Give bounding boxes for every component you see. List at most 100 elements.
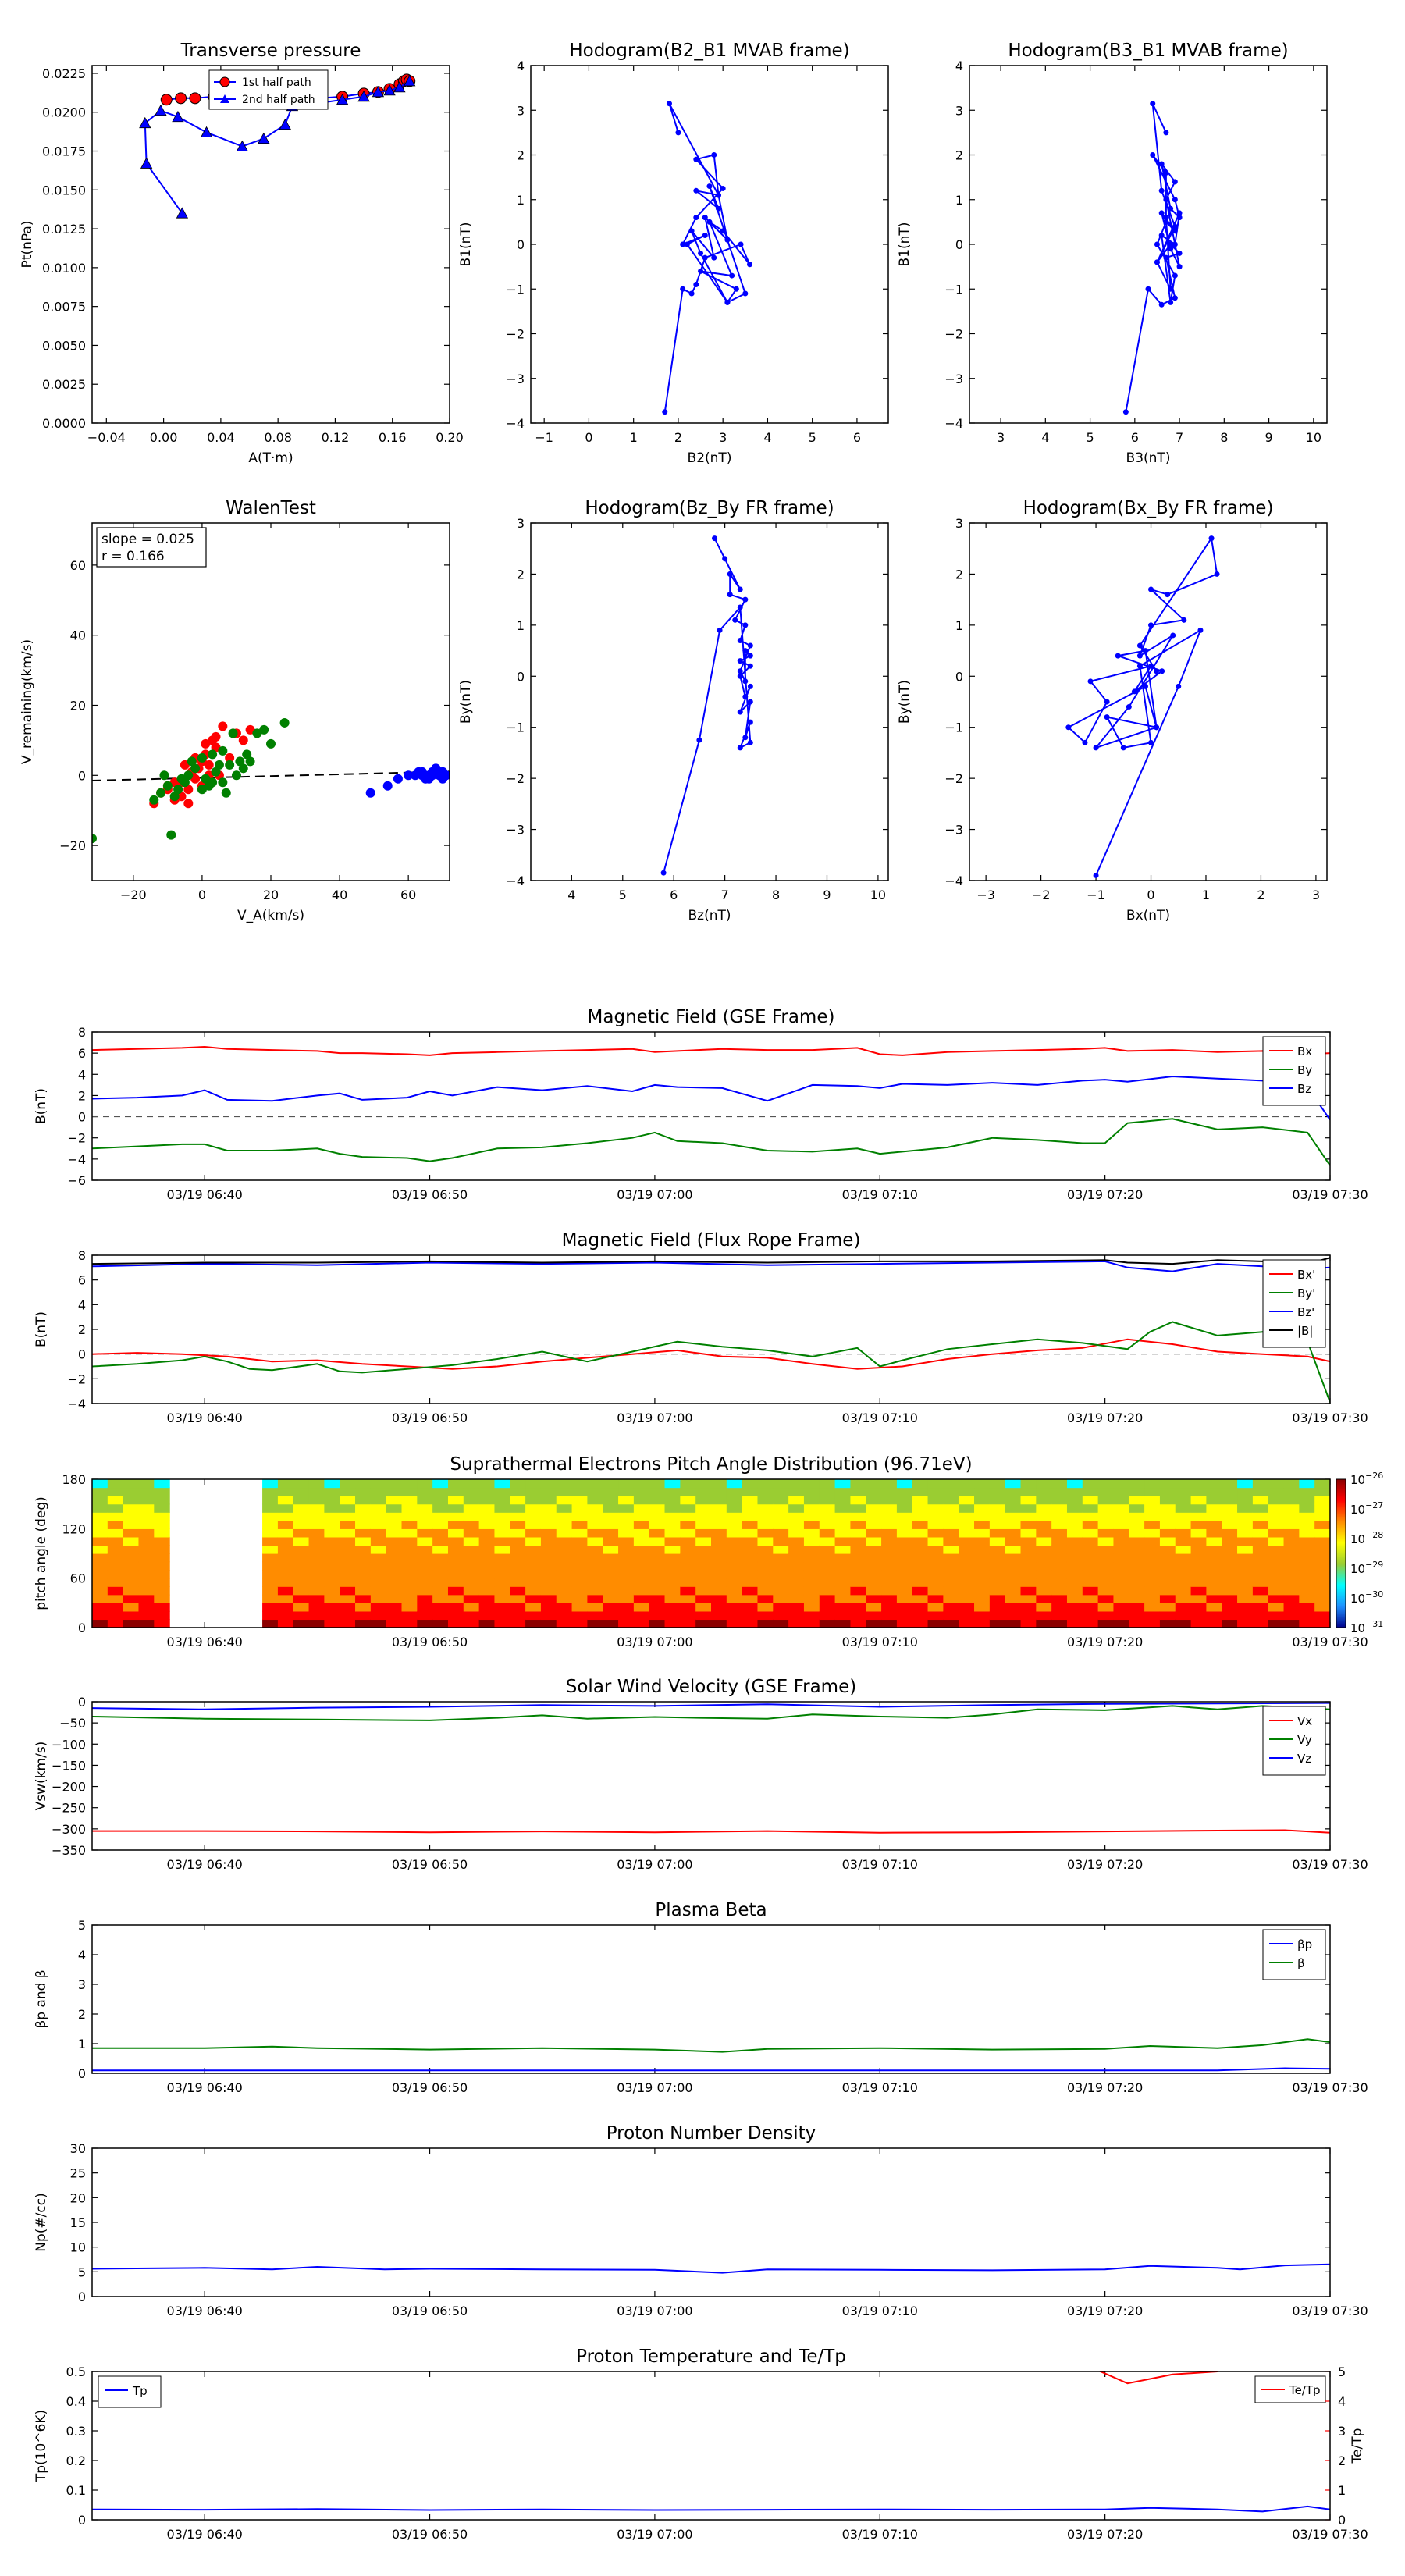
heatmap-cell — [417, 1479, 433, 1489]
heatmap-cell — [927, 1561, 944, 1571]
data-point — [1168, 205, 1174, 212]
data-point — [139, 116, 151, 129]
y-tick-label: 5 — [78, 2265, 86, 2279]
heatmap-cell — [324, 1561, 340, 1571]
heatmap-cell — [417, 1594, 433, 1603]
heatmap-cell — [1005, 1487, 1022, 1496]
data-point — [189, 92, 201, 105]
heatmap-cell — [340, 1528, 356, 1538]
data-point — [1168, 246, 1174, 252]
heatmap-cell — [308, 1545, 325, 1554]
heatmap-cell — [1020, 1561, 1037, 1571]
heatmap-cell — [1190, 1536, 1207, 1546]
heatmap-cell — [881, 1520, 898, 1529]
heatmap-cell — [603, 1619, 619, 1628]
heatmap-cell — [417, 1578, 433, 1587]
x-tick-label: 10 — [1306, 430, 1321, 445]
x-axis-label: B3(nT) — [1126, 450, 1171, 466]
heatmap-cell — [324, 1536, 340, 1546]
heatmap-cell — [711, 1561, 727, 1571]
y-tick-label: 6 — [78, 1046, 86, 1061]
heatmap-cell — [850, 1561, 866, 1571]
legend-label: Bz' — [1297, 1305, 1314, 1319]
heatmap-cell — [1283, 1603, 1300, 1612]
y-tick-label: −3 — [944, 372, 963, 386]
heatmap-cell — [293, 1619, 310, 1628]
heatmap-cell — [1066, 1503, 1083, 1513]
heatmap-cell — [726, 1479, 743, 1489]
series-line — [92, 1338, 1330, 1370]
heatmap-cell — [510, 1603, 526, 1612]
data-point — [1163, 254, 1169, 261]
heatmap-cell — [711, 1487, 727, 1496]
data-point — [1176, 250, 1183, 256]
y-tick-label: 0 — [517, 669, 525, 684]
heatmap-cell — [154, 1536, 170, 1546]
heatmap-cell — [1129, 1536, 1145, 1546]
data-point — [236, 140, 249, 151]
heatmap-cell — [107, 1561, 124, 1571]
heatmap-cell — [478, 1586, 496, 1596]
heatmap-cell — [1036, 1503, 1052, 1513]
heatmap-cell — [1020, 1503, 1037, 1513]
heatmap-cell — [1005, 1561, 1022, 1571]
data-point — [1136, 653, 1143, 659]
heatmap-cell — [1206, 1536, 1222, 1546]
data-point — [231, 770, 241, 781]
heatmap-cell — [447, 1578, 464, 1587]
heatmap-cell — [447, 1503, 464, 1513]
heatmap-cell — [324, 1545, 340, 1554]
heatmap-cell — [680, 1496, 696, 1505]
fit-line — [92, 770, 450, 782]
y-tick-label: −350 — [52, 1843, 86, 1858]
heatmap-cell — [510, 1619, 526, 1628]
heatmap-cell — [927, 1520, 944, 1529]
heatmap-cell — [959, 1545, 975, 1554]
legend-label: Vx — [1297, 1714, 1312, 1728]
heatmap-cell — [92, 1520, 108, 1529]
heatmap-cell — [417, 1536, 433, 1546]
heatmap-cell — [819, 1578, 836, 1587]
heatmap-cell — [556, 1503, 573, 1513]
heatmap-cell — [1314, 1603, 1330, 1612]
chart-mag_gse: Magnetic Field (GSE Frame)03/19 06:40 03/… — [34, 1007, 1368, 1202]
heatmap-cell — [494, 1536, 510, 1546]
heatmap-cell — [1299, 1479, 1315, 1489]
heatmap-cell — [293, 1487, 310, 1496]
heatmap-cell — [803, 1528, 820, 1538]
heatmap-cell — [788, 1570, 805, 1579]
x-tick-label: 03/19 07:30 — [1292, 1411, 1368, 1425]
heatmap-cell — [123, 1570, 140, 1579]
heatmap-cell — [432, 1487, 449, 1496]
y-tick-label: −6 — [67, 1173, 86, 1188]
heatmap-cell — [757, 1520, 774, 1529]
heatmap-cell — [912, 1619, 929, 1628]
heatmap-cell — [927, 1536, 944, 1546]
chart-title: Suprathermal Electrons Pitch Angle Distr… — [450, 1454, 972, 1475]
heatmap-cell — [494, 1528, 510, 1538]
heatmap-cell — [1159, 1586, 1176, 1596]
heatmap-cell — [803, 1570, 820, 1579]
heatmap-cell — [571, 1520, 588, 1529]
data-point — [702, 254, 708, 261]
heatmap-cell — [649, 1545, 666, 1554]
heatmap-cell — [386, 1570, 403, 1579]
heatmap-cell — [603, 1520, 619, 1529]
heatmap-cell — [1190, 1487, 1207, 1496]
series-line — [92, 2038, 1330, 2053]
heatmap-cell — [293, 1570, 310, 1579]
x-tick-label: 3 — [997, 430, 1005, 445]
heatmap-cell — [1051, 1553, 1068, 1563]
heatmap-cell — [1314, 1594, 1330, 1603]
colorbar-label: 10−31 — [1350, 1619, 1383, 1635]
heatmap-cell — [664, 1603, 681, 1612]
heatmap-cell — [866, 1619, 882, 1628]
heatmap-cell — [1144, 1603, 1161, 1612]
heatmap-cell — [943, 1594, 959, 1603]
heatmap-cell — [293, 1553, 310, 1563]
heatmap-cell — [1283, 1487, 1300, 1496]
heatmap-cell — [695, 1487, 712, 1496]
heatmap-cell — [633, 1619, 650, 1628]
y-tick-label: 2 — [78, 1322, 86, 1337]
heatmap-cell — [1299, 1603, 1315, 1612]
